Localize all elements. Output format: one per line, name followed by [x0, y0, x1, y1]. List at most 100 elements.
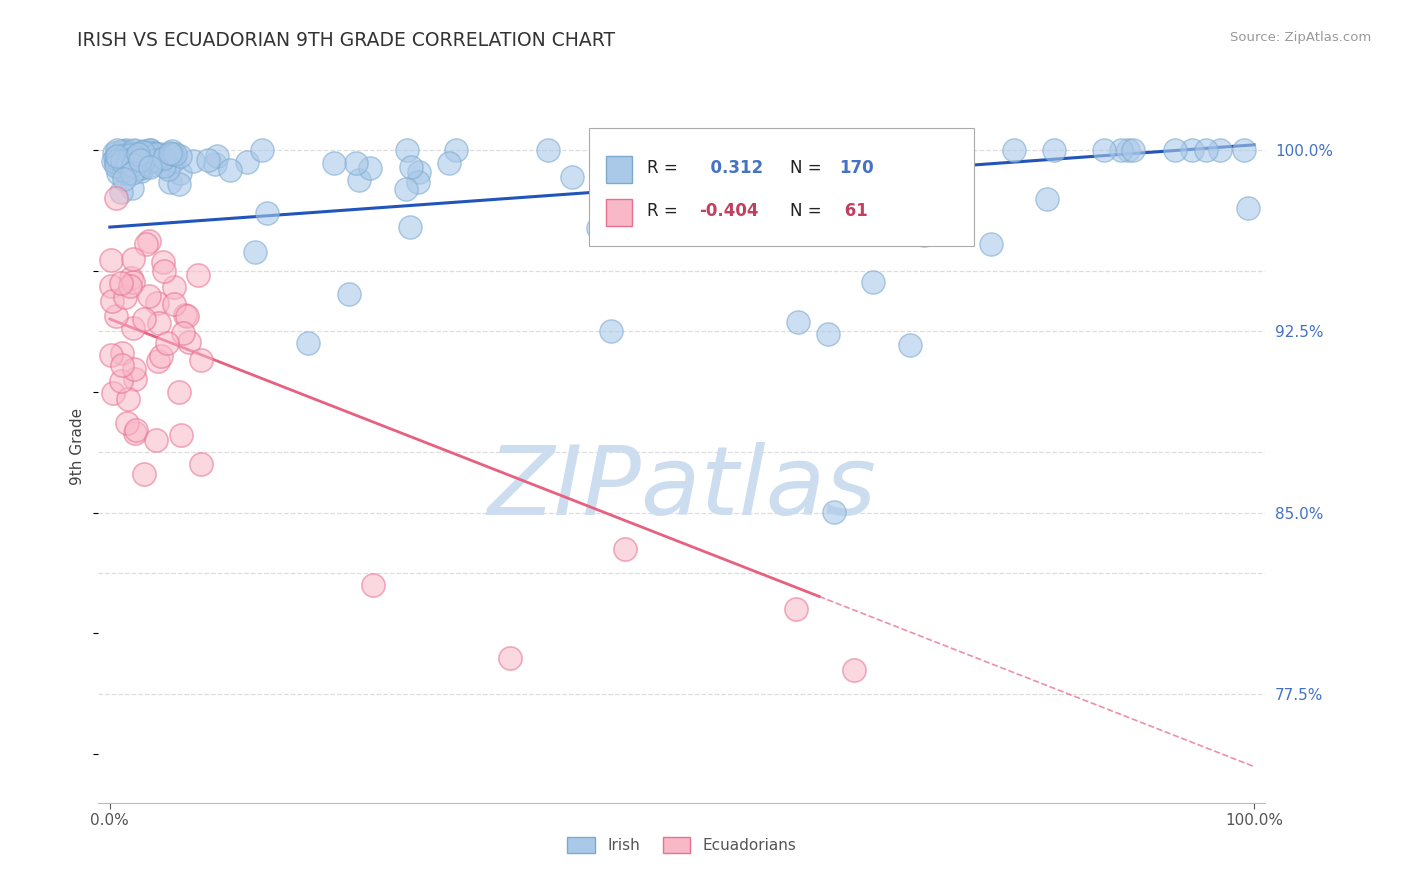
Point [181, 153, 204, 168]
Point [132, 151, 155, 165]
Point [912, 228, 935, 243]
Point [129, 153, 152, 167]
Legend: Irish, Ecuadorians: Irish, Ecuadorians [561, 831, 803, 859]
Point [117, 157, 139, 171]
Point [124, 147, 146, 161]
Point [136, 146, 159, 161]
Point [114, 148, 136, 162]
Point [1109, 143, 1132, 157]
Point [112, 149, 135, 163]
Text: R =: R = [647, 159, 683, 177]
Point [107, 153, 129, 168]
Point [169, 166, 191, 180]
Point [695, 216, 717, 230]
Point [114, 158, 136, 172]
Point [122, 153, 145, 168]
Point [395, 182, 418, 196]
Point [190, 353, 212, 368]
Point [167, 384, 190, 399]
Point [100, 348, 122, 362]
Point [145, 433, 167, 447]
Point [138, 154, 160, 169]
Point [347, 172, 370, 186]
Point [159, 145, 181, 160]
Point [236, 154, 259, 169]
Point [980, 237, 1002, 252]
Point [105, 143, 128, 157]
Point [361, 578, 384, 592]
Point [121, 158, 143, 172]
Point [243, 244, 266, 259]
Point [148, 316, 170, 330]
Point [250, 143, 273, 157]
Point [128, 146, 150, 161]
Point [297, 336, 319, 351]
Point [141, 158, 163, 172]
Point [117, 166, 139, 180]
Point [169, 148, 191, 162]
Point [177, 334, 200, 349]
Point [135, 237, 157, 252]
Point [118, 145, 141, 160]
Point [359, 161, 381, 175]
Point [1042, 143, 1064, 157]
Point [142, 145, 165, 160]
Point [1116, 143, 1139, 157]
Point [898, 337, 921, 351]
Point [131, 148, 153, 162]
Point [103, 146, 125, 161]
Point [110, 185, 132, 199]
Point [713, 143, 735, 157]
Point [139, 143, 162, 157]
Point [444, 143, 467, 157]
Point [1002, 143, 1025, 157]
Point [128, 154, 150, 169]
Point [114, 144, 136, 158]
Point [205, 149, 228, 163]
Point [172, 326, 194, 341]
Point [156, 162, 179, 177]
Point [1164, 143, 1187, 157]
Point [1092, 143, 1115, 157]
Point [139, 143, 162, 157]
Point [117, 392, 139, 406]
Point [121, 162, 143, 177]
Point [121, 153, 143, 168]
Point [110, 276, 132, 290]
Point [110, 156, 132, 170]
Point [124, 372, 146, 386]
Point [124, 426, 146, 441]
Point [121, 166, 143, 180]
Text: 61: 61 [839, 202, 868, 219]
Point [823, 505, 845, 519]
Point [148, 353, 170, 368]
Point [125, 150, 148, 164]
Point [105, 149, 128, 163]
Point [163, 296, 186, 310]
Y-axis label: 9th Grade: 9th Grade [70, 408, 86, 484]
Point [121, 150, 143, 164]
Point [1122, 143, 1144, 157]
Point [112, 153, 135, 167]
Point [117, 153, 139, 167]
Point [138, 154, 160, 169]
Point [1233, 143, 1256, 157]
Point [134, 312, 156, 326]
Point [817, 327, 839, 342]
Point [107, 145, 129, 160]
Point [1195, 143, 1218, 157]
Point [132, 144, 155, 158]
Point [107, 166, 129, 180]
Point [124, 144, 146, 158]
Point [755, 169, 778, 183]
Point [868, 143, 890, 157]
Point [256, 206, 278, 220]
Point [163, 153, 186, 168]
Point [138, 151, 160, 165]
Point [101, 386, 124, 401]
Point [740, 174, 762, 188]
Point [100, 253, 122, 268]
Point [110, 374, 132, 388]
Point [337, 287, 360, 301]
Point [124, 155, 146, 169]
